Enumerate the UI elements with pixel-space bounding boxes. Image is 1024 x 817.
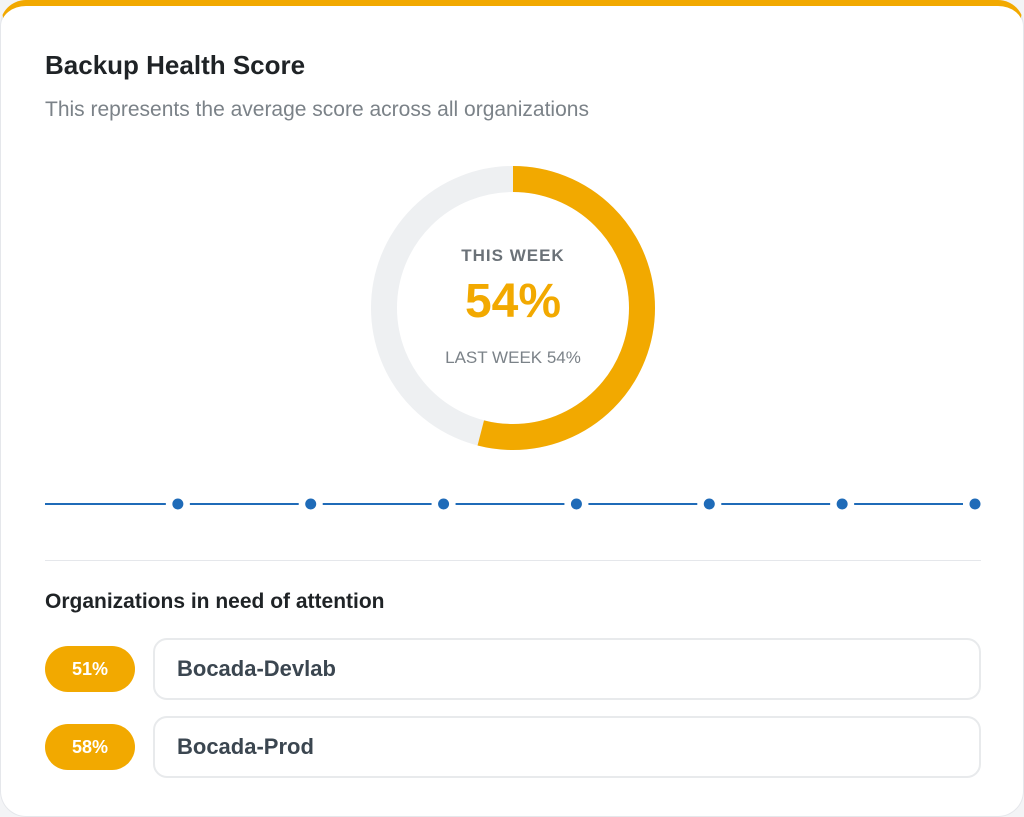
this-week-label: THIS WEEK bbox=[461, 246, 565, 265]
org-name-devlab[interactable]: Bocada-Devlab bbox=[153, 638, 981, 700]
gauge-fill-arc bbox=[371, 166, 655, 450]
timeline-point[interactable] bbox=[969, 498, 981, 510]
org-score-badge: 58% bbox=[45, 724, 135, 770]
health-score-gauge: THIS WEEK 54% LAST WEEK 54% bbox=[369, 164, 657, 452]
org-row-devlab[interactable]: 51% Bocada-Devlab bbox=[45, 638, 981, 700]
org-row-prod[interactable]: 58% Bocada-Prod bbox=[45, 716, 981, 778]
org-score-badge: 51% bbox=[45, 646, 135, 692]
attention-section-title: Organizations in need of attention bbox=[45, 590, 385, 613]
org-name-prod[interactable]: Bocada-Prod bbox=[153, 716, 981, 778]
timeline-point[interactable] bbox=[570, 498, 582, 510]
score-timeline bbox=[45, 492, 981, 516]
widget-subtitle: This represents the average score across… bbox=[45, 98, 589, 121]
last-week-score: LAST WEEK 54% bbox=[445, 348, 581, 367]
timeline-point[interactable] bbox=[305, 498, 317, 510]
timeline-point[interactable] bbox=[438, 498, 450, 510]
section-divider bbox=[45, 560, 981, 561]
widget-title: Backup Health Score bbox=[45, 50, 306, 80]
this-week-score: 54% bbox=[464, 275, 562, 328]
timeline-point[interactable] bbox=[703, 498, 715, 510]
timeline-point[interactable] bbox=[172, 498, 184, 510]
timeline-point[interactable] bbox=[836, 498, 848, 510]
